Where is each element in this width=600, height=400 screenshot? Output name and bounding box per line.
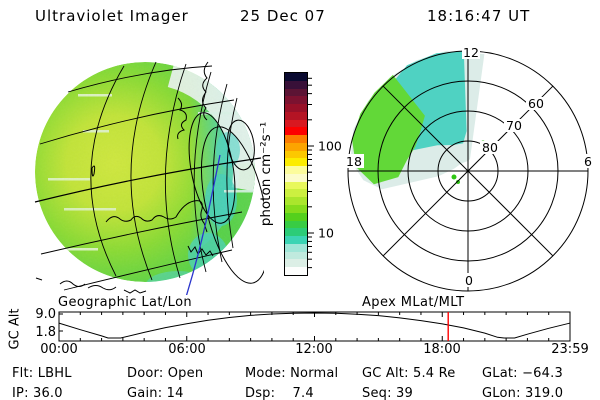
status-gain: Gain: 14 [127, 386, 184, 400]
bright-spot [451, 174, 457, 180]
xtick-2359: 23:59 [551, 342, 589, 357]
status-mode: Mode: Normal [245, 366, 339, 381]
strip-hour-ticks [79, 312, 550, 341]
status-door: Door: Open [127, 366, 204, 381]
xtick-1200: 12:00 [295, 342, 333, 357]
auroral-oval-ellipses [188, 112, 264, 284]
xtick-1800: 18:00 [423, 342, 461, 357]
mlt-label-6: 6 [584, 154, 592, 169]
ring-label-70: 70 [506, 118, 522, 133]
mlt-label-0: 0 [465, 273, 473, 288]
colorbar-ticks: 10 100 [308, 77, 342, 269]
xtick-0000: 00:00 [40, 342, 78, 357]
disk-caption: Geographic Lat/Lon [58, 295, 193, 310]
time-label: 18:16:47 UT [427, 7, 531, 25]
page-title: Ultraviolet Imager [35, 7, 189, 25]
polar-caption: Apex MLat/MLT [362, 295, 465, 310]
ring-label-60: 60 [528, 96, 544, 111]
xtick-0600: 06:00 [168, 342, 206, 357]
status-ip: IP: 36.0 [12, 386, 63, 400]
status-dsp: Dsp: 7.4 [245, 386, 314, 400]
colorbar-label: photon cm⁻²s⁻¹ [258, 121, 274, 227]
gc-alt-strip-chart [58, 311, 571, 342]
apex-polar-plot: 12 18 6 0 80 70 60 [344, 45, 595, 292]
orbit-track-line [185, 154, 221, 295]
graticule [34, 61, 262, 291]
status-flt: Flt: LBHL [12, 366, 72, 381]
polar-grid-labels: 12 18 6 0 80 70 60 [344, 45, 595, 288]
strip-ylabel: GC Alt [7, 308, 23, 350]
ring-label-80: 80 [482, 140, 498, 155]
auroral-emission-fan [350, 50, 486, 190]
mlt-label-12: 12 [463, 45, 479, 60]
svg-text:10: 10 [318, 226, 334, 241]
coastlines [35, 61, 214, 294]
uv-earth-disk-image [34, 61, 264, 295]
svg-text:100: 100 [318, 139, 342, 154]
gc-alt-curve [58, 312, 570, 339]
status-seq: Seq: 39 [362, 386, 413, 400]
date-label: 25 Dec 07 [240, 7, 326, 25]
ytick-9: 9.0 [35, 307, 56, 322]
mlt-label-18: 18 [346, 154, 362, 169]
polar-grid [347, 50, 589, 292]
status-glat: GLat: −64.3 [482, 366, 563, 381]
status-glon: GLon: 319.0 [482, 386, 564, 400]
status-gcalt: GC Alt: 5.4 Re [362, 366, 456, 381]
ytick-1.8: 1.8 [35, 325, 56, 340]
bright-spot [456, 180, 460, 184]
colorbar-swatches [284, 72, 308, 276]
